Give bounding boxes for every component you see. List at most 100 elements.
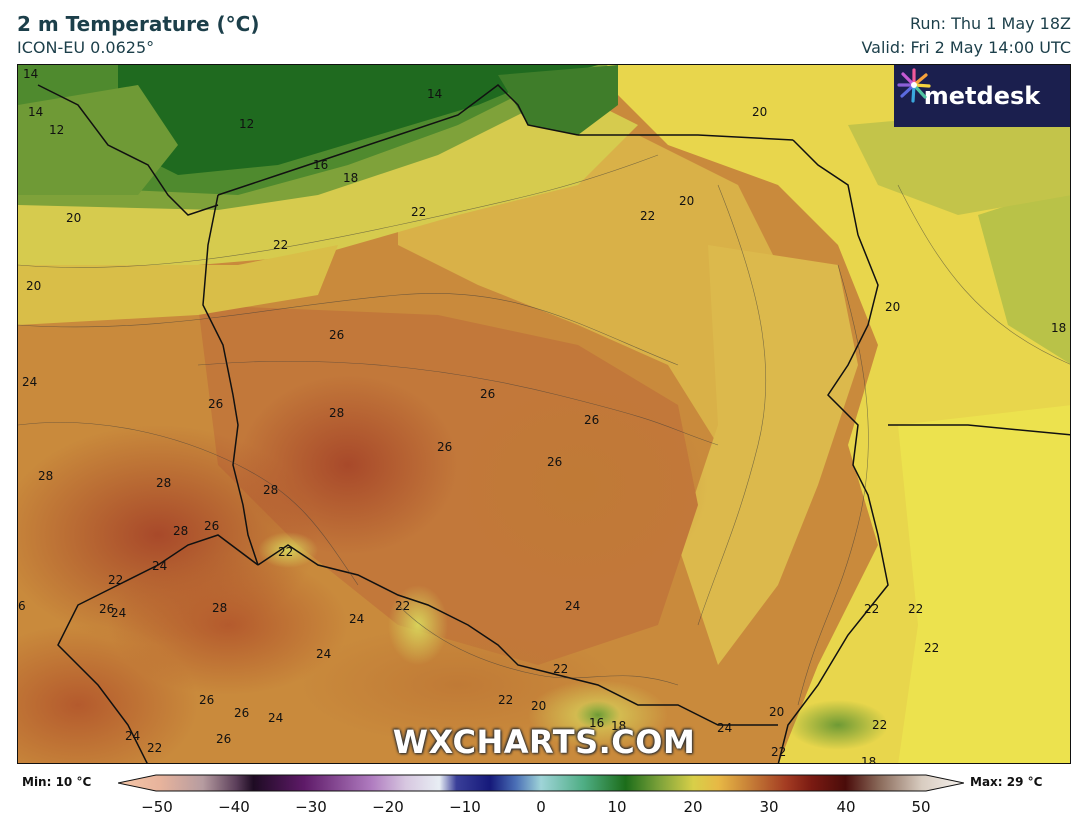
contour-label: 26 — [480, 387, 496, 401]
contour-label: 26 — [99, 602, 115, 616]
contour-label: 20 — [26, 279, 42, 293]
colorbar-tick: −30 — [295, 798, 327, 816]
chart-title: 2 m Temperature (°C) — [17, 12, 260, 36]
hotspot-southwest — [18, 625, 198, 763]
region-east-lighter — [898, 405, 1070, 763]
contour-label: 6 — [18, 599, 26, 613]
warm-centre-east — [448, 375, 708, 595]
contour-label: 26 — [208, 397, 224, 411]
contour-label: 28 — [212, 601, 228, 615]
hotspot-center — [238, 375, 458, 555]
contour-label: 18 — [1051, 321, 1067, 335]
contour-label: 24 — [268, 711, 284, 725]
contour-label: 24 — [349, 612, 365, 626]
contour-label: 22 — [278, 545, 294, 559]
contour-label: 28 — [263, 483, 279, 497]
temperature-map: 14 14 12 12 14 16 18 20 22 22 22 20 20 2… — [17, 64, 1071, 764]
contour-label: 22 — [640, 209, 656, 223]
contour-label: 20 — [679, 194, 695, 208]
contour-label: 14 — [427, 87, 443, 101]
contour-label: 16 — [589, 716, 605, 730]
metdesk-logo: metdesk — [894, 65, 1070, 127]
border-west — [202, 194, 259, 566]
contour-label: 22 — [924, 641, 940, 655]
colorbar-tick: 40 — [836, 798, 856, 816]
map-canvas — [18, 65, 1070, 763]
region-mid-orange — [678, 245, 858, 665]
border-czech-south — [57, 534, 259, 763]
contour-label: 26 — [234, 706, 250, 720]
contour-label: 20 — [531, 699, 547, 713]
border-kaliningrad — [578, 134, 794, 141]
region-coast-yellow2 — [18, 245, 338, 325]
contour-label: 22 — [395, 599, 411, 613]
contour-label: 22 — [147, 741, 163, 755]
contour-label: 24 — [125, 729, 141, 743]
metdesk-logo-text: metdesk — [923, 82, 1041, 110]
model-label: ICON-EU 0.0625° — [17, 38, 155, 57]
contour-label: 26 — [329, 328, 345, 342]
contour-label: 14 — [28, 105, 44, 119]
contour-label: 26 — [584, 413, 600, 427]
baltic-sea-lagoon — [498, 65, 618, 135]
polish-coastline — [217, 84, 579, 196]
contour-label: 12 — [239, 117, 255, 131]
country-borders — [37, 84, 1070, 763]
green-patch-tatra — [576, 701, 620, 729]
contour-label: 28 — [173, 524, 189, 538]
colorbar-max-label: Max: 29 °C — [970, 775, 1043, 789]
cool-patch-sudetes — [258, 532, 318, 568]
contour-label: 24 — [565, 599, 581, 613]
region-coast-yellow — [18, 95, 638, 265]
colorbar-tick: 10 — [607, 798, 627, 816]
contour-label: 26 — [204, 519, 220, 533]
contour-label: 22 — [108, 573, 124, 587]
contour-label: 20 — [885, 300, 901, 314]
region-mid-yellow — [398, 135, 778, 445]
valid-label: Valid: Fri 2 May 14:00 UTC — [861, 38, 1071, 57]
colorbar-tick: −10 — [449, 798, 481, 816]
colorbar-tick: 20 — [683, 798, 703, 816]
baltic-sea-dark — [118, 65, 598, 175]
contour-label: 22 — [872, 718, 888, 732]
contour-label: 20 — [66, 211, 82, 225]
contour-label: 24 — [316, 647, 332, 661]
border-lithuania — [792, 139, 859, 236]
colorbar-tick: 0 — [536, 798, 546, 816]
contour-label: 22 — [864, 602, 880, 616]
contour-label: 20 — [769, 705, 785, 719]
contour-label: 24 — [152, 559, 168, 573]
contour-label: 18 — [343, 171, 359, 185]
contour-label: 28 — [38, 469, 54, 483]
baltic-west-green — [18, 85, 178, 195]
contour-label: 20 — [752, 105, 768, 119]
contour-label: 28 — [329, 406, 345, 420]
colorbar — [118, 774, 964, 792]
contour-label: 22 — [498, 693, 514, 707]
wxcharts-watermark: WXCHARTS.COM — [392, 723, 696, 761]
region-northeast-green — [848, 105, 1070, 215]
contour-label: 22 — [411, 205, 427, 219]
green-patch-southeast — [788, 700, 888, 750]
contour-label: 24 — [717, 721, 733, 735]
colorbar-tick: 50 — [911, 798, 931, 816]
contour-label: 28 — [156, 476, 172, 490]
contour-label: 26 — [199, 693, 215, 707]
colorbar-bar — [118, 774, 964, 792]
contour-label: 26 — [216, 732, 232, 746]
cool-patch-south — [388, 585, 448, 665]
contour-label: 22 — [908, 602, 924, 616]
colorbar-tick: −40 — [218, 798, 250, 816]
contour-label: 22 — [553, 662, 569, 676]
run-label: Run: Thu 1 May 18Z — [909, 14, 1071, 33]
contour-label: 14 — [23, 67, 39, 81]
colorbar-tick: 30 — [759, 798, 779, 816]
metdesk-flower-icon — [897, 68, 931, 103]
contour-label: 24 — [22, 375, 38, 389]
border-east — [777, 234, 889, 763]
colorbar-min-label: Min: 10 °C — [22, 775, 92, 789]
border-south — [257, 544, 778, 726]
contour-label: 22 — [771, 745, 787, 759]
contour-label: 24 — [111, 606, 127, 620]
contour-lines — [18, 154, 1070, 706]
